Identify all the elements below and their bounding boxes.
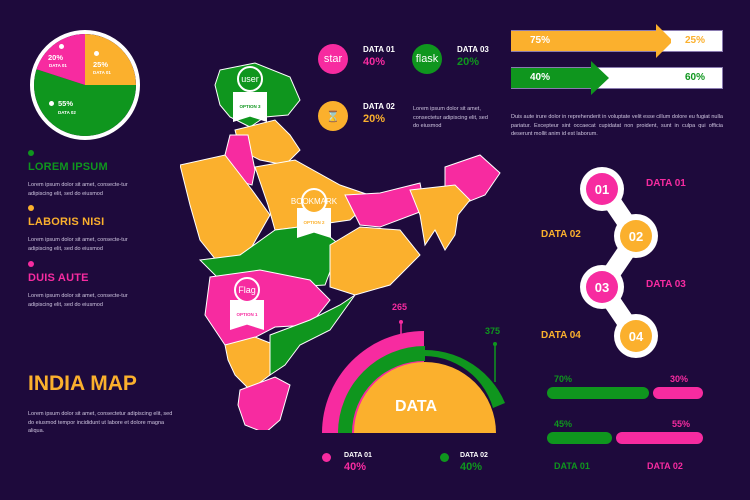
bookmark-icon[interactable]: BOOKMARK	[291, 188, 337, 214]
bullet-dot	[28, 261, 34, 267]
pie-chart	[30, 30, 140, 140]
pie-label-1: DATA 01	[49, 63, 67, 68]
step-2: 02	[614, 214, 658, 258]
arrow-right-value: 60%	[685, 72, 706, 83]
bullet-dot	[28, 205, 34, 211]
pie-value-3: 55%	[58, 99, 74, 108]
hourglass-icon: ⌛	[318, 101, 348, 131]
page-title: INDIA MAP	[28, 372, 137, 395]
step-number: 04	[620, 320, 652, 352]
flask-icon: flask	[412, 44, 442, 74]
step-label: DATA 04	[541, 330, 581, 341]
list-heading: DUIS AUTE	[28, 272, 89, 284]
bars-legend-a: DATA 01	[554, 461, 590, 471]
stat-label: DATA 02	[363, 102, 395, 111]
pin-option-label: OPTION 2	[303, 220, 325, 225]
pie-dot	[94, 51, 99, 56]
bar-segment	[653, 387, 703, 399]
pin-option-label: OPTION 3	[239, 104, 261, 109]
legend-dot	[322, 453, 331, 462]
arrow-left-value: 40%	[530, 72, 551, 83]
bar-right-value: 30%	[670, 374, 689, 384]
arrow-fill-1	[511, 24, 671, 58]
step-number: 03	[586, 271, 618, 303]
pie-dot	[59, 44, 64, 49]
arrow-fill-2	[511, 61, 609, 95]
arrow-right-value: 25%	[685, 35, 706, 46]
list-text: Lorem ipsum dolor sit amet, consecte-tur…	[28, 293, 128, 308]
bar-left-value: 70%	[554, 374, 573, 384]
pie-label-2: DATA 01	[93, 70, 111, 75]
arrows-description: Duis aute irure dolor in reprehenderit i…	[511, 114, 723, 137]
bar-segment	[547, 387, 649, 399]
list-text: Lorem ipsum dolor sit amet, consecte-tur…	[28, 182, 128, 197]
list-heading: LABORIS NISI	[28, 216, 105, 228]
annotation-375: 375	[485, 326, 501, 336]
bookmark-label: BOOKMARK	[290, 196, 338, 206]
stat-value: 20%	[363, 113, 386, 125]
stat-text: Lorem ipsum dolor sit amet, consectetur …	[413, 106, 488, 129]
legend-dot	[440, 453, 449, 462]
bar-segment	[616, 432, 703, 444]
stat-label: DATA 03	[457, 45, 489, 54]
step-label: DATA 03	[646, 279, 686, 290]
step-number: 01	[586, 173, 618, 205]
step-4: 04	[614, 314, 658, 358]
step-3: 03	[580, 265, 624, 309]
semi-circle-chart	[322, 320, 505, 433]
list-text: Lorem ipsum dolor sit amet, consecte-tur…	[28, 237, 128, 252]
bar-segment	[547, 432, 612, 444]
step-label: DATA 01	[646, 178, 686, 189]
bar-right-value: 55%	[672, 419, 691, 429]
star-icon: star	[318, 44, 348, 74]
arrow-left-value: 75%	[530, 35, 551, 46]
bullet-dot	[28, 150, 34, 156]
list-heading: LOREM IPSUM	[28, 161, 108, 173]
stat-value: 40%	[363, 56, 386, 68]
flag-icon[interactable]: Flag	[234, 277, 260, 303]
pie-value-2: 25%	[93, 60, 109, 69]
annotation-265: 265	[392, 302, 408, 312]
bars-legend-b: DATA 02	[647, 461, 683, 471]
legend-value: 40%	[344, 461, 367, 473]
user-icon[interactable]: user	[237, 66, 263, 92]
pin-option-label: OPTION 1	[236, 312, 258, 317]
legend-label: DATA 02	[460, 452, 488, 459]
legend-label: DATA 01	[344, 452, 372, 459]
pie-value-1: 20%	[48, 53, 64, 62]
pie-label-3: DATA 02	[58, 110, 76, 115]
bar-left-value: 45%	[554, 419, 573, 429]
steps-connector	[593, 181, 645, 343]
india-map	[180, 62, 501, 430]
pie-dot	[49, 101, 54, 106]
legend-value: 40%	[460, 461, 483, 473]
step-number: 02	[620, 220, 652, 252]
title-description: Lorem ipsum dolor sit amet, consectetur …	[28, 411, 173, 434]
pie-slices	[34, 34, 136, 136]
stat-value: 20%	[457, 56, 480, 68]
step-1: 01	[580, 167, 624, 211]
step-label: DATA 02	[541, 229, 581, 240]
semi-chart-center-label: DATA	[395, 398, 438, 415]
stat-label: DATA 01	[363, 45, 395, 54]
